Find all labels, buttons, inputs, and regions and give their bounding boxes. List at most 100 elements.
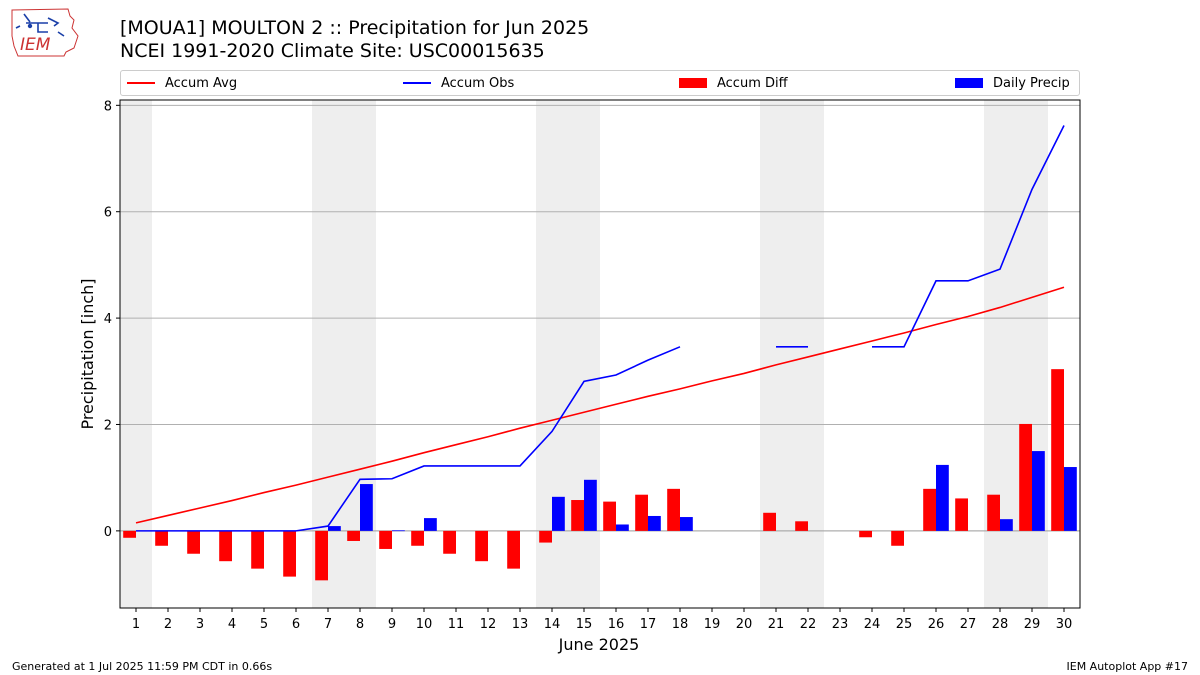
- x-tick-label-3: 3: [196, 617, 204, 632]
- bar-accum-diff-day-2: [155, 530, 168, 546]
- bar-daily-precip-day-17: [648, 515, 661, 531]
- chart-subtitle: NCEI 1991-2020 Climate Site: USC00015635: [120, 40, 545, 62]
- bar-accum-diff-day-14: [539, 530, 552, 543]
- line-accum-obs-segment-0: [136, 346, 681, 532]
- x-tick-label-25: 25: [896, 617, 913, 632]
- bar-accum-diff-day-8: [347, 530, 360, 541]
- bar-daily-precip-day-14: [552, 496, 565, 531]
- bar-accum-diff-day-10: [411, 530, 424, 546]
- y-axis-label: Precipitation [inch]: [78, 278, 97, 429]
- x-tick-label-15: 15: [576, 617, 593, 632]
- bar-accum-diff-day-16: [603, 501, 616, 531]
- x-tick-label-8: 8: [356, 617, 364, 632]
- bar-accum-diff-day-24: [859, 530, 872, 538]
- legend-label-daily-precip: Daily Precip: [993, 75, 1070, 91]
- bar-daily-precip-day-29: [1032, 451, 1045, 531]
- bar-daily-precip-day-15: [584, 479, 597, 531]
- y-tick-label-0: 0: [104, 525, 112, 540]
- bar-daily-precip-day-16: [616, 524, 629, 531]
- iem-logo-text: IEM: [20, 35, 51, 55]
- footer-generated-text: Generated at 1 Jul 2025 11:59 PM CDT in …: [12, 660, 273, 673]
- weekend-shade-15: [568, 100, 600, 608]
- x-tick-label-2: 2: [164, 617, 172, 632]
- y-tick-label-6: 6: [104, 206, 112, 221]
- x-tick-label-9: 9: [388, 617, 396, 632]
- bar-accum-diff-day-6: [283, 530, 296, 577]
- x-tick-label-10: 10: [416, 617, 433, 632]
- x-tick-label-7: 7: [324, 617, 332, 632]
- x-tick-label-27: 27: [960, 617, 977, 632]
- legend-swatch-accum-avg: [127, 82, 155, 84]
- weekend-shade-1: [120, 100, 152, 608]
- bar-daily-precip-day-7: [328, 526, 341, 531]
- bar-accum-diff-day-15: [571, 500, 584, 531]
- bar-daily-precip-day-18: [680, 517, 693, 531]
- plot-frame: [119, 99, 1081, 609]
- legend-item-daily-precip: Daily Precip: [955, 71, 1070, 95]
- chart-legend: Accum Avg Accum Obs Accum Diff Daily Pre…: [120, 70, 1080, 96]
- x-tick-label-1: 1: [132, 617, 140, 632]
- legend-label-accum-diff: Accum Diff: [717, 75, 788, 91]
- bar-accum-diff-day-3: [187, 530, 200, 554]
- legend-label-accum-avg: Accum Avg: [165, 75, 238, 91]
- bar-accum-diff-day-18: [667, 488, 680, 531]
- weekend-shade-29: [1016, 100, 1048, 608]
- bar-daily-precip-day-30: [1064, 467, 1077, 531]
- bar-accum-diff-day-12: [475, 530, 488, 562]
- x-tick-label-13: 13: [512, 617, 529, 632]
- x-tick-label-18: 18: [672, 617, 689, 632]
- bar-accum-diff-day-27: [955, 498, 968, 531]
- x-axis-label: June 2025: [558, 635, 640, 654]
- chart-title: [MOUA1] MOULTON 2 :: Precipitation for J…: [120, 17, 590, 39]
- x-tick-label-30: 30: [1056, 617, 1073, 632]
- x-tick-label-23: 23: [832, 617, 849, 632]
- x-tick-label-14: 14: [544, 617, 561, 632]
- legend-item-accum-avg: Accum Avg: [127, 71, 237, 95]
- bar-accum-diff-day-29: [1019, 423, 1032, 531]
- x-tick-label-24: 24: [864, 617, 881, 632]
- bar-accum-diff-day-26: [923, 488, 936, 531]
- bar-accum-diff-day-11: [443, 530, 456, 554]
- x-tick-label-16: 16: [608, 617, 625, 632]
- bar-accum-diff-day-1: [123, 530, 136, 538]
- x-tick-label-17: 17: [640, 617, 657, 632]
- weekend-shade-21: [760, 100, 792, 608]
- x-tick-label-22: 22: [800, 617, 817, 632]
- x-tick-label-26: 26: [928, 617, 945, 632]
- bar-accum-diff-day-9: [379, 530, 392, 549]
- bar-accum-diff-day-13: [507, 530, 520, 569]
- x-tick-label-21: 21: [768, 617, 785, 632]
- y-tick-label-8: 8: [104, 99, 112, 114]
- x-tick-label-6: 6: [292, 617, 300, 632]
- bar-daily-precip-day-10: [424, 518, 437, 531]
- bar-accum-diff-day-21: [763, 512, 776, 531]
- bar-daily-precip-day-26: [936, 464, 949, 531]
- legend-item-accum-diff: Accum Diff: [679, 71, 788, 95]
- y-tick-label-4: 4: [104, 312, 112, 327]
- x-tick-label-29: 29: [1024, 617, 1041, 632]
- bar-accum-diff-day-25: [891, 530, 904, 546]
- legend-swatch-daily-precip: [955, 78, 983, 88]
- legend-item-accum-obs: Accum Obs: [403, 71, 514, 95]
- footer-app-text: IEM Autoplot App #17: [1066, 660, 1189, 673]
- line-accum-avg-segment-0: [135, 286, 1065, 524]
- bar-accum-diff-day-28: [987, 494, 1000, 531]
- bar-daily-precip-day-8: [360, 484, 373, 531]
- bars: [123, 369, 1077, 581]
- x-tick-label-28: 28: [992, 617, 1009, 632]
- weekend-shade-7: [312, 100, 344, 608]
- legend-swatch-accum-diff: [679, 78, 707, 88]
- legend-label-accum-obs: Accum Obs: [441, 75, 515, 91]
- bar-accum-diff-day-17: [635, 494, 648, 531]
- bar-daily-precip-day-28: [1000, 519, 1013, 531]
- bar-accum-diff-day-22: [795, 521, 808, 531]
- iem-logo: IEM: [11, 8, 79, 57]
- y-tick-label-2: 2: [104, 418, 112, 433]
- x-tick-label-4: 4: [228, 617, 236, 632]
- lines: [135, 125, 1065, 532]
- x-tick-label-20: 20: [736, 617, 753, 632]
- x-tick-label-19: 19: [704, 617, 721, 632]
- bar-accum-diff-day-7: [315, 530, 328, 581]
